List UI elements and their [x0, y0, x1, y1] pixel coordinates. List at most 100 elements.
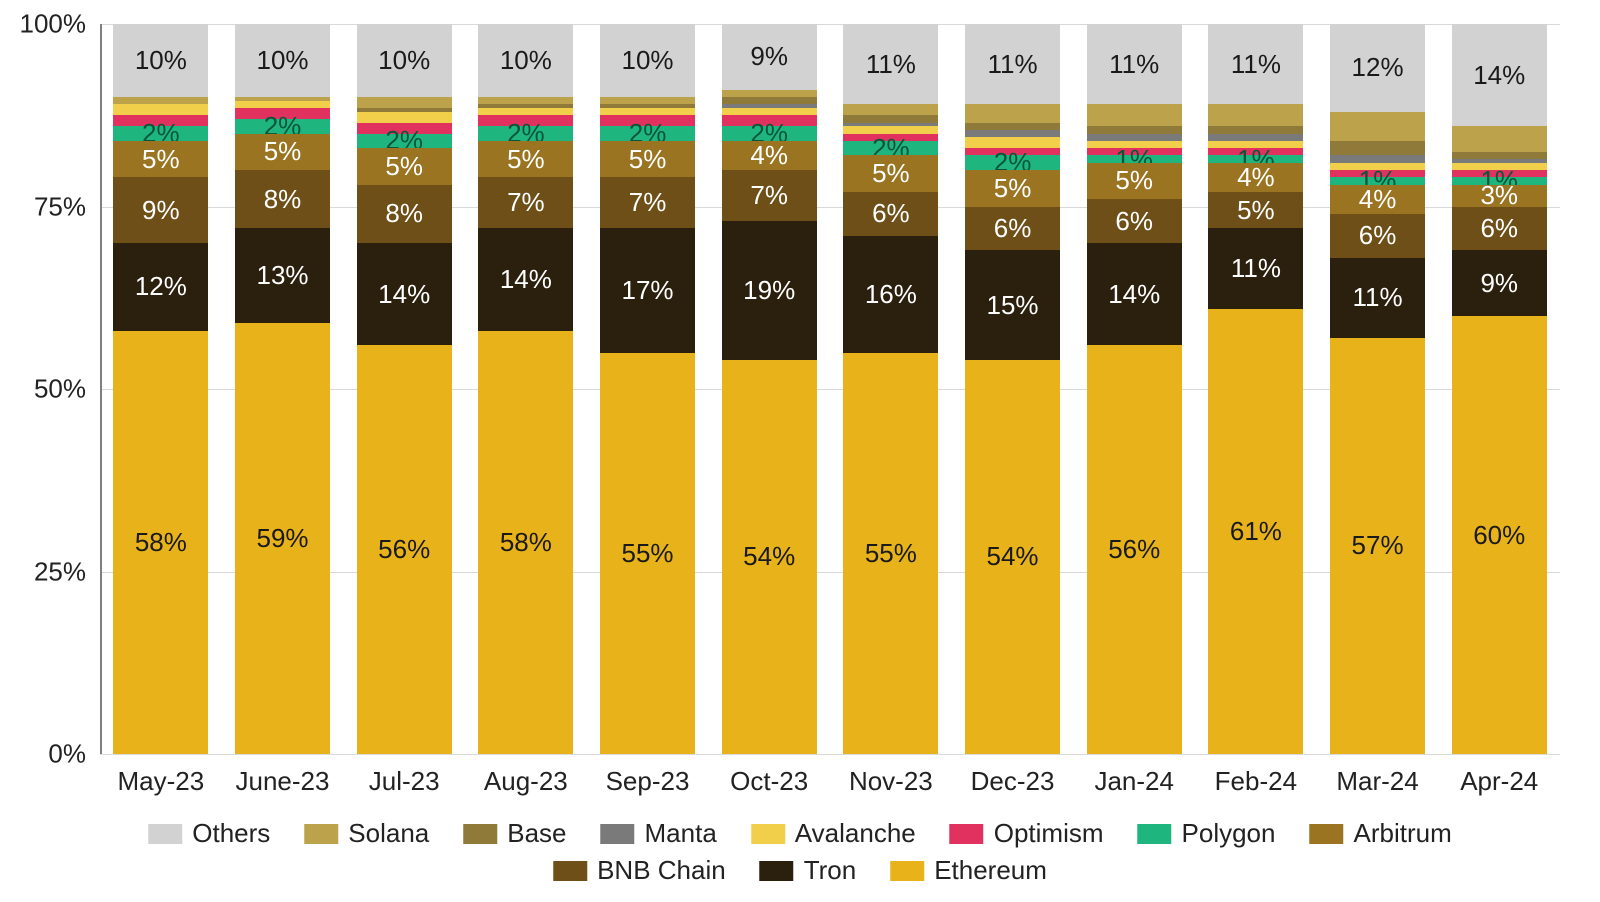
- bar-segment: 11%: [843, 24, 938, 104]
- bar-segment: 58%: [478, 331, 573, 754]
- x-tick-label: Nov-23: [849, 754, 933, 797]
- legend-item: Arbitrum: [1309, 818, 1451, 849]
- bar-segment: 13%: [235, 228, 330, 323]
- segment-value-label: 15%: [987, 290, 1039, 321]
- bar-segment: [965, 123, 1060, 130]
- bar-segment: 2%: [965, 155, 1060, 170]
- legend: OthersSolanaBaseMantaAvalancheOptimismPo…: [148, 818, 1451, 886]
- bar-segment: 6%: [1330, 214, 1425, 258]
- stacked-bar: 56%14%6%5%1%11%: [1087, 24, 1182, 754]
- segment-value-label: 5%: [994, 173, 1032, 204]
- bar-segment: [843, 126, 938, 133]
- bar-segment: [235, 101, 330, 108]
- plot-area: 0%25%50%75%100%58%12%9%5%2%10%May-2359%1…: [100, 24, 1560, 754]
- bar-segment: 55%: [600, 353, 695, 755]
- stacked-bar: 55%17%7%5%2%10%: [600, 24, 695, 754]
- bar-segment: [1087, 104, 1182, 126]
- bar-segment: 4%: [722, 141, 817, 170]
- bar-segment: 61%: [1208, 309, 1303, 754]
- segment-value-label: 7%: [750, 180, 788, 211]
- segment-value-label: 4%: [1237, 162, 1275, 193]
- legend-swatch: [553, 861, 587, 881]
- bar-segment: 4%: [1330, 185, 1425, 214]
- x-tick-label: Sep-23: [606, 754, 690, 797]
- bar-segment: [843, 115, 938, 122]
- bar-segment: 2%: [113, 126, 208, 141]
- segment-value-label: 58%: [500, 527, 552, 558]
- bar-segment: 9%: [722, 24, 817, 90]
- bar-segment: [113, 104, 208, 115]
- segment-value-label: 5%: [872, 158, 910, 189]
- bar-segment: 55%: [843, 353, 938, 755]
- legend-swatch: [601, 824, 635, 844]
- legend-swatch: [304, 824, 338, 844]
- segment-value-label: 7%: [507, 187, 545, 218]
- x-tick-label: Mar-24: [1336, 754, 1418, 797]
- legend-item: Manta: [601, 818, 717, 849]
- x-tick-label: Apr-24: [1460, 754, 1538, 797]
- y-tick-label: 100%: [20, 9, 101, 40]
- legend-label: Polygon: [1182, 818, 1276, 849]
- bar-segment: 6%: [843, 192, 938, 236]
- segment-value-label: 10%: [135, 45, 187, 76]
- bar-segment: 6%: [965, 207, 1060, 251]
- stacked-bar: 54%15%6%5%2%11%: [965, 24, 1060, 754]
- bar-segment: 11%: [965, 24, 1060, 104]
- segment-value-label: 11%: [1231, 49, 1281, 80]
- bar-segment: 5%: [357, 148, 452, 185]
- bar-segment: [1087, 134, 1182, 141]
- bar-segment: [1087, 148, 1182, 155]
- bar-segment: 2%: [722, 126, 817, 141]
- bar-segment: [1452, 170, 1547, 177]
- bar-segment: 10%: [478, 24, 573, 97]
- y-tick-label: 50%: [34, 374, 100, 405]
- segment-value-label: 10%: [622, 45, 674, 76]
- bar-segment: [478, 108, 573, 115]
- bar-segment: [1087, 141, 1182, 148]
- bar-segment: 1%: [1208, 155, 1303, 162]
- segment-value-label: 12%: [1352, 52, 1404, 83]
- x-tick-label: June-23: [236, 754, 330, 797]
- bar-segment: 9%: [113, 177, 208, 243]
- bar-segment: 58%: [113, 331, 208, 754]
- bar-segment: 6%: [1452, 207, 1547, 251]
- bar-segment: 2%: [357, 134, 452, 149]
- legend-swatch: [463, 824, 497, 844]
- y-tick-label: 25%: [34, 556, 100, 587]
- segment-value-label: 55%: [865, 538, 917, 569]
- bar-segment: 6%: [1087, 199, 1182, 243]
- bar-segment: 17%: [600, 228, 695, 352]
- bar-segment: 9%: [1452, 250, 1547, 316]
- bar-segment: [113, 97, 208, 104]
- segment-value-label: 61%: [1230, 516, 1282, 547]
- bar-segment: 12%: [113, 243, 208, 331]
- bar-segment: 5%: [1208, 192, 1303, 229]
- bar-segment: 8%: [357, 185, 452, 243]
- stacked-bar: 54%19%7%4%2%9%: [722, 24, 817, 754]
- bar-segment: 10%: [235, 24, 330, 97]
- bar-segment: 2%: [478, 126, 573, 141]
- legend-item: Optimism: [950, 818, 1104, 849]
- bar-column: 58%14%7%5%2%10%Aug-23: [465, 24, 587, 754]
- bar-segment: [1330, 141, 1425, 156]
- bar-segment: [1330, 155, 1425, 162]
- bar-segment: 1%: [1087, 155, 1182, 162]
- bar-segment: [965, 137, 1060, 148]
- segment-value-label: 13%: [256, 260, 308, 291]
- bar-column: 58%12%9%5%2%10%May-23: [100, 24, 222, 754]
- legend-label: Manta: [645, 818, 717, 849]
- bar-segment: 56%: [357, 345, 452, 754]
- segment-value-label: 10%: [378, 45, 430, 76]
- bar-segment: [357, 123, 452, 134]
- bar-segment: [1087, 126, 1182, 133]
- bar-segment: 14%: [478, 228, 573, 330]
- bar-segment: [965, 148, 1060, 155]
- bar-segment: [965, 104, 1060, 122]
- bar-segment: [1330, 163, 1425, 170]
- y-tick-label: 75%: [34, 191, 100, 222]
- segment-value-label: 6%: [872, 198, 910, 229]
- bar-segment: 4%: [1208, 163, 1303, 192]
- bars-container: 58%12%9%5%2%10%May-2359%13%8%5%2%10%June…: [100, 24, 1560, 754]
- bar-segment: [722, 97, 817, 104]
- legend-label: Tron: [804, 855, 857, 886]
